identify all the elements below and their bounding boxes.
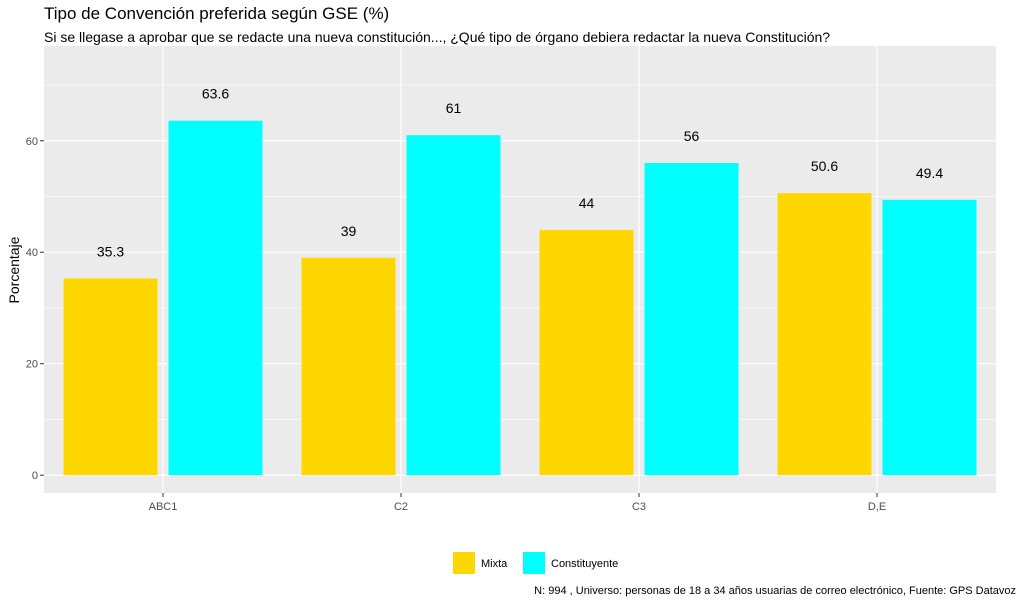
legend-key-mixta xyxy=(453,552,475,574)
chart-title: Tipo de Convención preferida según GSE (… xyxy=(44,4,390,23)
x-tick-label: C3 xyxy=(632,501,646,513)
bar-mixta-abc1 xyxy=(63,278,158,476)
bar-constituyente-c3 xyxy=(644,163,739,476)
bar-constituyente-de xyxy=(882,199,977,476)
y-tick-label: 60 xyxy=(26,136,38,148)
legend-key-constituyente xyxy=(523,552,545,574)
x-axis-ticks: ABC1 C2 C3 D,E xyxy=(149,493,886,513)
data-label: 39 xyxy=(341,223,357,239)
data-labels: 35.3 39 44 50.6 63.6 61 56 49.4 xyxy=(97,86,943,260)
legend-label: Constituyente xyxy=(551,558,618,570)
data-label: 50.6 xyxy=(811,158,838,174)
bars xyxy=(63,120,977,476)
data-label: 56 xyxy=(684,128,700,144)
chart-subtitle: Si se llegase a aprobar que se redacte u… xyxy=(44,29,831,45)
legend: Mixta Constituyente xyxy=(453,552,618,574)
data-label: 44 xyxy=(579,195,595,211)
bar-constituyente-abc1 xyxy=(168,120,263,476)
data-label: 49.4 xyxy=(916,165,943,181)
bar-mixta-de xyxy=(777,193,872,476)
legend-label: Mixta xyxy=(481,558,508,570)
data-label: 63.6 xyxy=(202,86,229,102)
bar-mixta-c3 xyxy=(539,229,634,476)
x-tick-label: ABC1 xyxy=(149,501,178,513)
x-tick-label: D,E xyxy=(868,501,886,513)
data-label: 35.3 xyxy=(97,243,124,259)
y-tick-label: 0 xyxy=(32,470,38,482)
y-axis-ticks: 0 20 40 60 xyxy=(26,136,44,482)
bar-constituyente-c2 xyxy=(406,135,501,476)
x-tick-label: C2 xyxy=(394,501,408,513)
bar-mixta-c2 xyxy=(301,257,396,476)
y-axis-label: Porcentaje xyxy=(6,236,22,303)
chart-caption: N: 994 , Universo: personas de 18 a 34 a… xyxy=(534,585,1016,597)
data-label: 61 xyxy=(446,100,462,116)
y-tick-label: 20 xyxy=(26,359,38,371)
y-tick-label: 40 xyxy=(26,247,38,259)
